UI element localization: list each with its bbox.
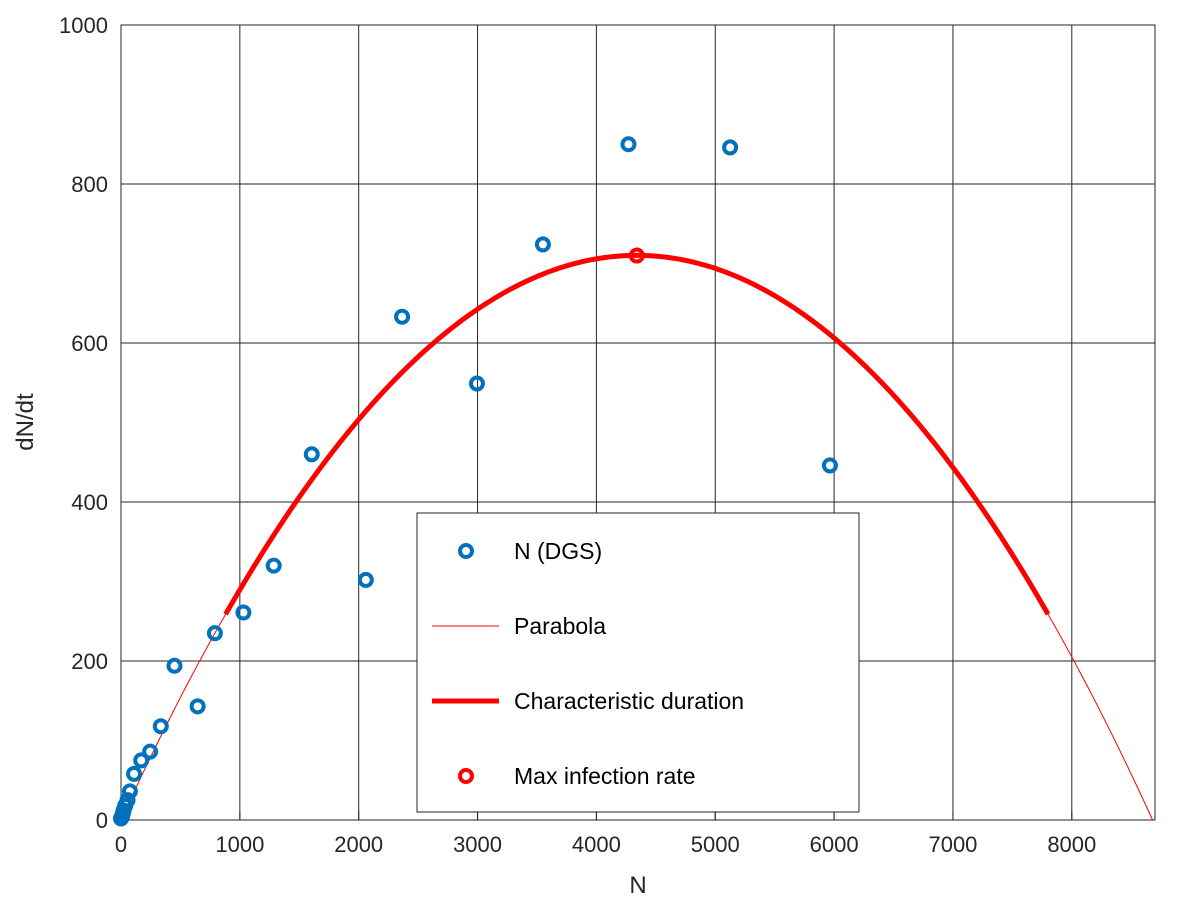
legend-marker-n-dgs [458,543,474,559]
data-point [119,792,136,809]
data-point [620,136,637,153]
data-point [166,657,183,674]
y-tick-label: 200 [71,649,108,674]
x-tick-label: 8000 [1047,832,1096,857]
points [113,136,838,827]
data-point [152,718,169,735]
data-point [394,308,411,325]
ticks: 0 1000 2000 3000 4000 5000 6000 7000 8000 0 200 400… [59,13,1096,857]
legend: N (DGS) Parabola Characteristic duration… [416,512,860,813]
legend-label-max-infection-rate: Max infection rate [514,763,696,789]
y-tick-label: 400 [71,490,108,515]
legend-item-parabola: Parabola [432,613,606,639]
max-infection-rate-point [628,247,645,264]
legend-box [416,512,860,813]
x-tick-label: 5000 [691,832,740,857]
data-point [206,625,223,642]
data-point [126,765,143,782]
data-point [142,743,159,760]
x-tick-label: 6000 [810,832,859,857]
legend-label-n-dgs: N (DGS) [514,538,602,564]
data-point [534,236,551,253]
legend-item-n-dgs: N (DGS) [458,538,602,564]
data-point [722,139,739,156]
data-point [235,604,252,621]
y-tick-label: 1000 [59,13,108,38]
data-point [265,557,282,574]
data-point [133,752,150,769]
data-point [357,571,374,588]
x-tick-label: 2000 [334,832,383,857]
data-point [121,783,138,800]
x-tick-label: 7000 [928,832,977,857]
legend-item-max-infection-rate: Max infection rate [458,763,696,789]
data-point [821,457,838,474]
legend-marker-max-infection-rate [458,768,474,784]
legend-item-characteristic-duration: Characteristic duration [432,688,744,714]
x-tick-label: 4000 [572,832,621,857]
legend-label-characteristic-duration: Characteristic duration [514,688,744,714]
legend-label-parabola: Parabola [514,613,606,639]
series [120,252,1154,821]
data-point [189,698,206,715]
characteristic-duration-line [223,252,1051,616]
x-tick-label: 1000 [215,832,264,857]
y-tick-label: 0 [96,808,108,833]
x-axis-title: N [629,872,646,899]
data-point [468,375,485,392]
y-tick-label: 600 [71,331,108,356]
x-tick-label: 3000 [453,832,502,857]
y-tick-label: 800 [71,172,108,197]
y-axis-title: dN/dt [12,393,39,451]
axes-box [120,24,1156,821]
x-tick-label: 0 [115,832,127,857]
data-point [303,446,320,463]
